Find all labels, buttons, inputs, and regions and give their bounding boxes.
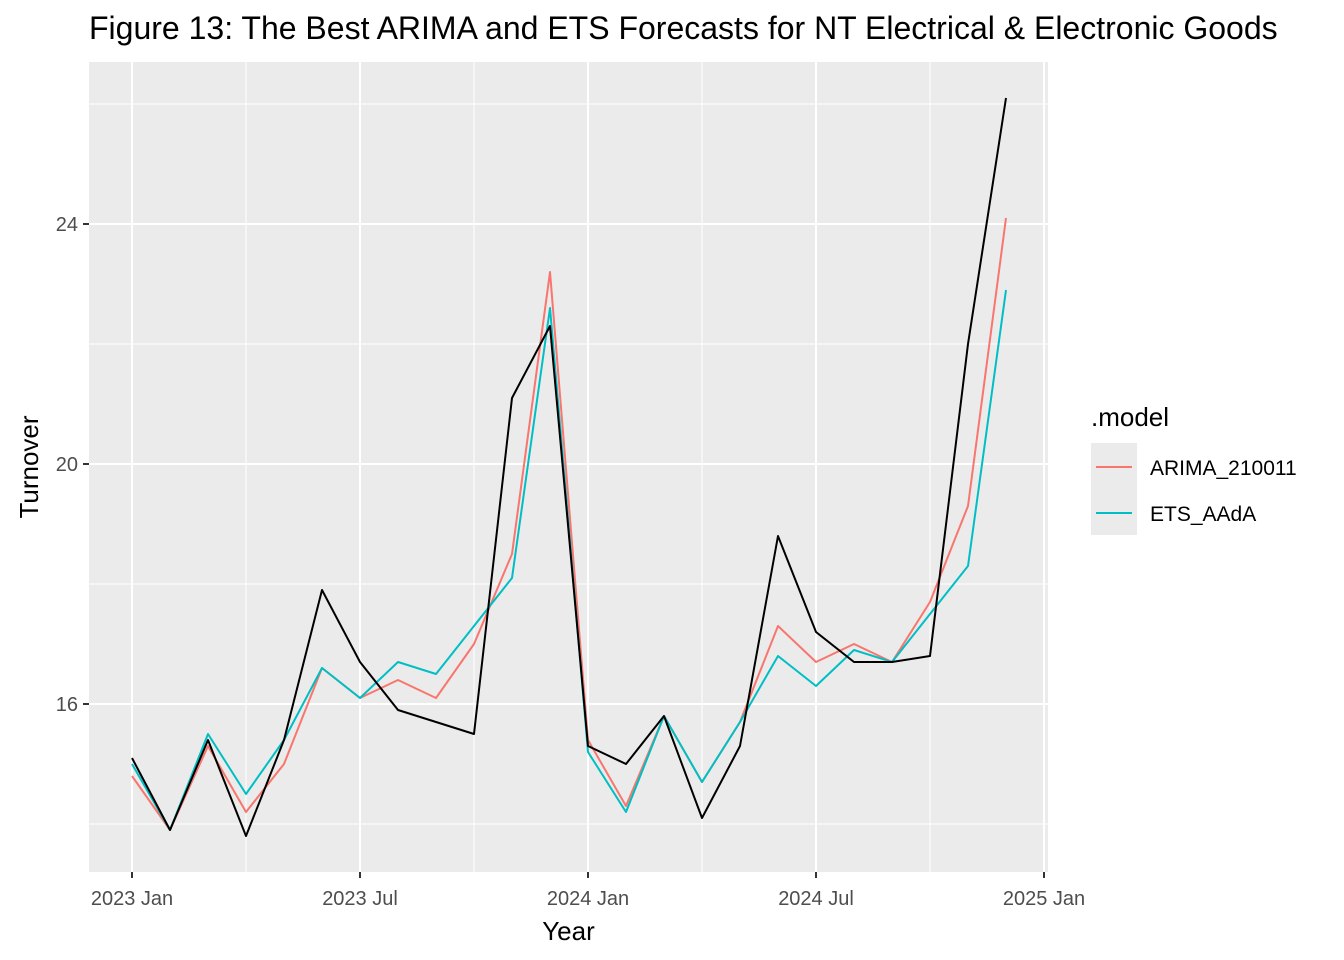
x-tick-label: 2025 Jan bbox=[1003, 888, 1085, 910]
x-axis-title: Year bbox=[542, 916, 595, 946]
minor-gridlines bbox=[89, 62, 1048, 872]
y-tick-label: 16 bbox=[56, 694, 78, 716]
tick-labels: 2023 Jan 2023 Jul 2024 Jan 2024 Jul 2025 Jan… bbox=[56, 214, 1085, 910]
y-tick-label: 24 bbox=[56, 214, 78, 236]
legend-title: .model bbox=[1091, 402, 1169, 432]
series-line-actual bbox=[131, 97, 1007, 837]
legend-label: ARIMA_210011 bbox=[1150, 457, 1297, 480]
legend-keys-background bbox=[1091, 443, 1137, 535]
legend: .model ARIMA_210011 ETS_AAdA bbox=[1091, 402, 1297, 535]
axis-ticks bbox=[83, 223, 1045, 878]
plot-panel bbox=[89, 62, 1048, 872]
series-lines bbox=[131, 97, 1007, 837]
y-axis-title: Turnover bbox=[14, 415, 44, 518]
x-tick-label: 2024 Jul bbox=[778, 888, 854, 910]
y-tick-label: 20 bbox=[56, 454, 78, 476]
x-tick-label: 2023 Jan bbox=[91, 888, 173, 910]
chart-title: Figure 13: The Best ARIMA and ETS Foreca… bbox=[89, 10, 1278, 46]
series-line-arima-210011 bbox=[131, 217, 1007, 831]
x-tick-label: 2023 Jul bbox=[322, 888, 398, 910]
x-tick-label: 2024 Jan bbox=[547, 888, 629, 910]
legend-label: ETS_AAdA bbox=[1150, 503, 1256, 526]
